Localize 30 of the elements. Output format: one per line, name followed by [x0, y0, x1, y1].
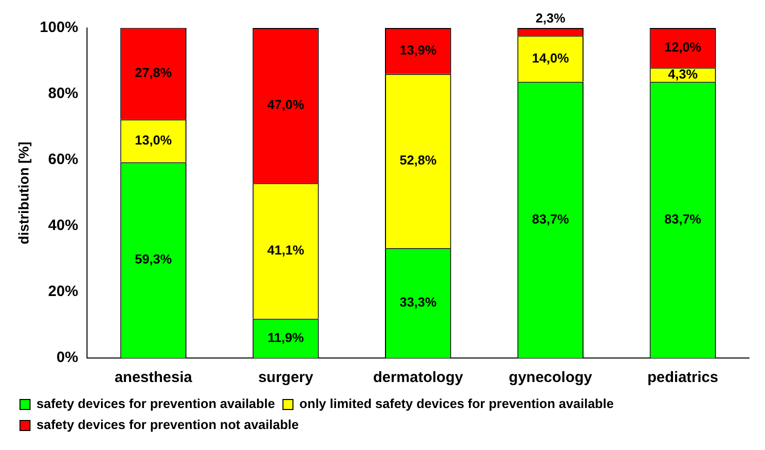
data-label: 47,0%: [267, 97, 305, 112]
legend-label: only limited safety devices for prevention available: [299, 396, 614, 412]
data-label: 59,3%: [134, 252, 172, 267]
y-tick-label: 80%: [48, 85, 78, 102]
legend-label: safety devices for prevention available: [36, 396, 275, 412]
data-label: 83,7%: [664, 211, 702, 226]
x-tick-label: surgery: [258, 369, 314, 386]
y-tick-label: 60%: [48, 151, 78, 168]
x-tick-label: pediatrics: [647, 369, 718, 386]
data-label: 52,8%: [400, 152, 437, 168]
data-label: 41,1%: [267, 242, 305, 258]
data-label: 33,3%: [400, 294, 437, 310]
data-label: 2,3%: [536, 10, 566, 26]
data-label: 4,3%: [668, 66, 698, 82]
data-label: 83,7%: [532, 211, 570, 226]
data-label: 27,8%: [134, 65, 172, 80]
y-axis-title: distribution [%]: [15, 142, 32, 244]
x-tick-label: gynecology: [508, 369, 593, 386]
y-tick-label: 20%: [48, 283, 78, 300]
data-label: 13,0%: [134, 132, 172, 148]
data-label: 11,9%: [268, 330, 304, 345]
y-tick-label: 0%: [56, 349, 78, 366]
data-label: 14,0%: [532, 50, 570, 66]
data-label: 12,0%: [664, 39, 702, 54]
data-label: 13,9%: [400, 42, 437, 58]
legend-label: safety devices for prevention not available: [36, 417, 299, 432]
x-tick-label: dermatology: [373, 369, 464, 386]
x-tick-label: anesthesia: [114, 369, 193, 386]
y-tick-label: 40%: [48, 217, 78, 234]
y-tick-label: 100%: [40, 19, 78, 36]
